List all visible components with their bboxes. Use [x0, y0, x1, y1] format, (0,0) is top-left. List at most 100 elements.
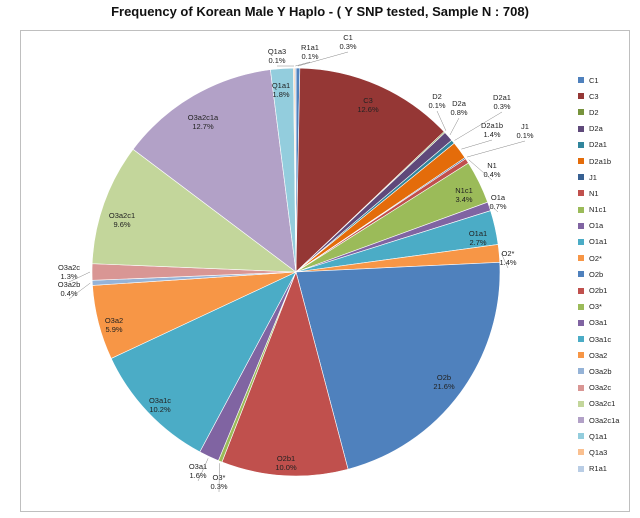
- legend-swatch: [578, 77, 584, 84]
- legend-label: O2*: [589, 253, 602, 263]
- legend-item: O3a2b: [578, 363, 634, 379]
- legend-swatch: [578, 158, 584, 165]
- pie-slice-r1a1: [294, 67, 297, 273]
- slice-label-j1: J1 0.1%: [516, 122, 533, 140]
- slice-label-o3a2: O3a2 5.9%: [105, 316, 123, 334]
- legend-item: N1: [578, 185, 634, 201]
- legend-label: O1a1: [589, 237, 608, 247]
- legend-label: O3a1c: [589, 334, 612, 344]
- legend-label: O3a2c1: [589, 399, 616, 409]
- leader-line: [468, 159, 493, 181]
- legend-swatch: [578, 303, 584, 310]
- leader-line: [295, 61, 311, 67]
- legend-swatch: [578, 400, 584, 407]
- leader-line: [197, 458, 209, 482]
- slice-label-n1: N1 0.4%: [483, 161, 500, 179]
- legend-item: R1a1: [578, 461, 634, 477]
- leader-line: [436, 110, 447, 131]
- legend-swatch: [578, 352, 584, 359]
- leader-line: [454, 111, 503, 141]
- pie-slice-o3a2c1: [91, 148, 297, 273]
- leader-line: [500, 253, 509, 269]
- legend-label: R1a1: [589, 464, 607, 474]
- slice-label-c1: C1 0.3%: [339, 33, 356, 51]
- legend-item: C1: [578, 72, 634, 88]
- legend-label: Q1a1: [589, 431, 608, 441]
- leader-line: [297, 51, 349, 67]
- legend-item: J1: [578, 169, 634, 185]
- leader-line: [461, 139, 493, 150]
- legend-item: D2a1: [578, 137, 634, 153]
- pie-slice-o3a1c: [110, 271, 297, 453]
- legend-item: N1c1: [578, 202, 634, 218]
- legend-item: O3*: [578, 299, 634, 315]
- legend-item: O1a1: [578, 234, 634, 250]
- legend-swatch: [578, 238, 584, 245]
- slice-label-o1a: O1a 0.7%: [489, 193, 506, 211]
- slice-label-q1a3: Q1a3 0.1%: [268, 47, 286, 65]
- legend-item: O3a1c: [578, 331, 634, 347]
- legend-label: D2a1b: [589, 156, 612, 166]
- legend-item: Q1a1: [578, 428, 634, 444]
- legend-label: O3a2b: [589, 366, 612, 376]
- legend-label: O3a2: [589, 350, 608, 360]
- legend-label: C3: [589, 91, 599, 101]
- slice-label-d2a1: D2a1 0.3%: [493, 93, 511, 111]
- legend-swatch: [578, 206, 584, 213]
- legend-swatch: [578, 336, 584, 343]
- legend-item: O3a1: [578, 315, 634, 331]
- legend-label: C1: [589, 75, 599, 85]
- legend-label: N1: [589, 188, 599, 198]
- legend-item: O2b1: [578, 282, 634, 298]
- pie-slice-o3a2c1a: [132, 69, 297, 273]
- legend-item: O3a2c1a: [578, 412, 634, 428]
- legend-label: O3a2c: [589, 383, 612, 393]
- legend-swatch: [578, 271, 584, 278]
- legend-item: O3a2c: [578, 380, 634, 396]
- slice-label-o3a2c1: O3a2c1 9.6%: [109, 211, 135, 229]
- legend-item: O3a2: [578, 347, 634, 363]
- legend-item: D2a: [578, 121, 634, 137]
- legend-label: O3a1: [589, 318, 608, 328]
- slice-label-o3a1: O3a1 1.6%: [189, 462, 207, 480]
- legend-label: O3a2c1a: [589, 415, 620, 425]
- legend-label: J1: [589, 172, 597, 182]
- legend-label: D2: [589, 107, 599, 117]
- legend-item: O1a: [578, 218, 634, 234]
- legend-item: O2*: [578, 250, 634, 266]
- legend-item: C3: [578, 88, 634, 104]
- legend-item: D2a1b: [578, 153, 634, 169]
- slice-label-d2a: D2a 0.8%: [450, 99, 467, 117]
- slice-label-n1c1: N1c1 3.4%: [455, 186, 473, 204]
- slice-label-o2b: O2b 21.6%: [433, 373, 455, 391]
- slice-label-o3a2b: O3a2b 0.4%: [58, 280, 81, 298]
- slice-label-o2b1: O2b1 10.0%: [275, 454, 297, 472]
- legend-swatch: [578, 319, 584, 326]
- legend-item: O2b: [578, 266, 634, 282]
- legend-swatch: [578, 384, 584, 391]
- leader-line: [466, 140, 526, 158]
- slice-label-o1a1: O1a1 2.7%: [469, 229, 487, 247]
- slice-label-d2a1b: D2a1b 1.4%: [481, 121, 503, 139]
- legend-swatch: [578, 174, 584, 181]
- slice-label-d2: D2 0.1%: [428, 92, 445, 110]
- legend-swatch: [578, 449, 584, 456]
- slice-label-r1a1: R1a1 0.1%: [301, 43, 319, 61]
- slice-label-o3a2c: O3a2c 1.3%: [58, 263, 80, 281]
- legend-swatch: [578, 465, 584, 472]
- pie-slice-o2b: [295, 262, 501, 470]
- slice-label-q1a1: Q1a1 1.8%: [272, 81, 290, 99]
- slice-label-o2star: O2* 1.4%: [499, 249, 516, 267]
- legend-swatch: [578, 109, 584, 116]
- chart-title: Frequency of Korean Male Y Haplo - ( Y S…: [111, 4, 529, 19]
- legend-item: Q1a3: [578, 444, 634, 460]
- leader-line: [68, 271, 91, 283]
- legend-label: O2b: [589, 269, 604, 279]
- chart-legend: C1 C3 D2 D2a D2a1 D2a1b J1 N1 N1c1 O1a O1a1 O2* O2b O…: [578, 72, 634, 477]
- legend-label: D2a1: [589, 140, 607, 150]
- legend-swatch: [578, 141, 584, 148]
- slice-label-o3a1c: O3a1c 10.2%: [149, 396, 171, 414]
- legend-swatch: [578, 287, 584, 294]
- legend-label: O2b1: [589, 286, 608, 296]
